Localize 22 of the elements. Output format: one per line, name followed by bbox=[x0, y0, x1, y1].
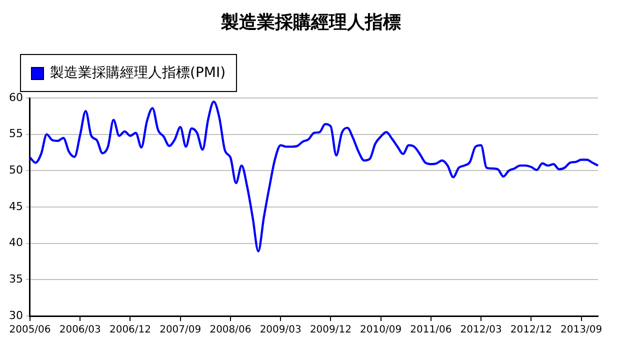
x-tick-label: 2013/09 bbox=[560, 324, 602, 336]
x-tick-label: 2008/06 bbox=[210, 324, 252, 336]
x-tick-label: 2012/12 bbox=[510, 324, 552, 336]
x-tick-label: 2011/06 bbox=[410, 324, 452, 336]
x-tick-label: 2010/09 bbox=[360, 324, 402, 336]
line-series bbox=[28, 100, 600, 252]
x-tick-label: 2005/06 bbox=[9, 324, 51, 336]
y-tick-label: 35 bbox=[8, 272, 23, 286]
y-tick-label: 55 bbox=[8, 127, 23, 140]
y-tick-label: 30 bbox=[8, 308, 23, 322]
x-tick-label: 2012/03 bbox=[460, 324, 502, 336]
x-tick-label: 2006/12 bbox=[109, 324, 152, 336]
x-tick-label: 2009/03 bbox=[260, 324, 302, 336]
x-tick-label: 2007/09 bbox=[160, 324, 202, 336]
y-tick-label: 60 bbox=[8, 90, 23, 104]
y-tick-label: 50 bbox=[8, 164, 23, 177]
x-tick-label: 2009/12 bbox=[310, 324, 352, 336]
y-tick-label: 40 bbox=[8, 236, 23, 250]
y-tick-label: 45 bbox=[8, 200, 23, 213]
legend-label: 製造業採購經理人指標(PMI) bbox=[50, 64, 226, 82]
x-tick-label: 2006/03 bbox=[59, 324, 101, 336]
chart-title: 製造業採購經理人指標 bbox=[220, 11, 402, 34]
